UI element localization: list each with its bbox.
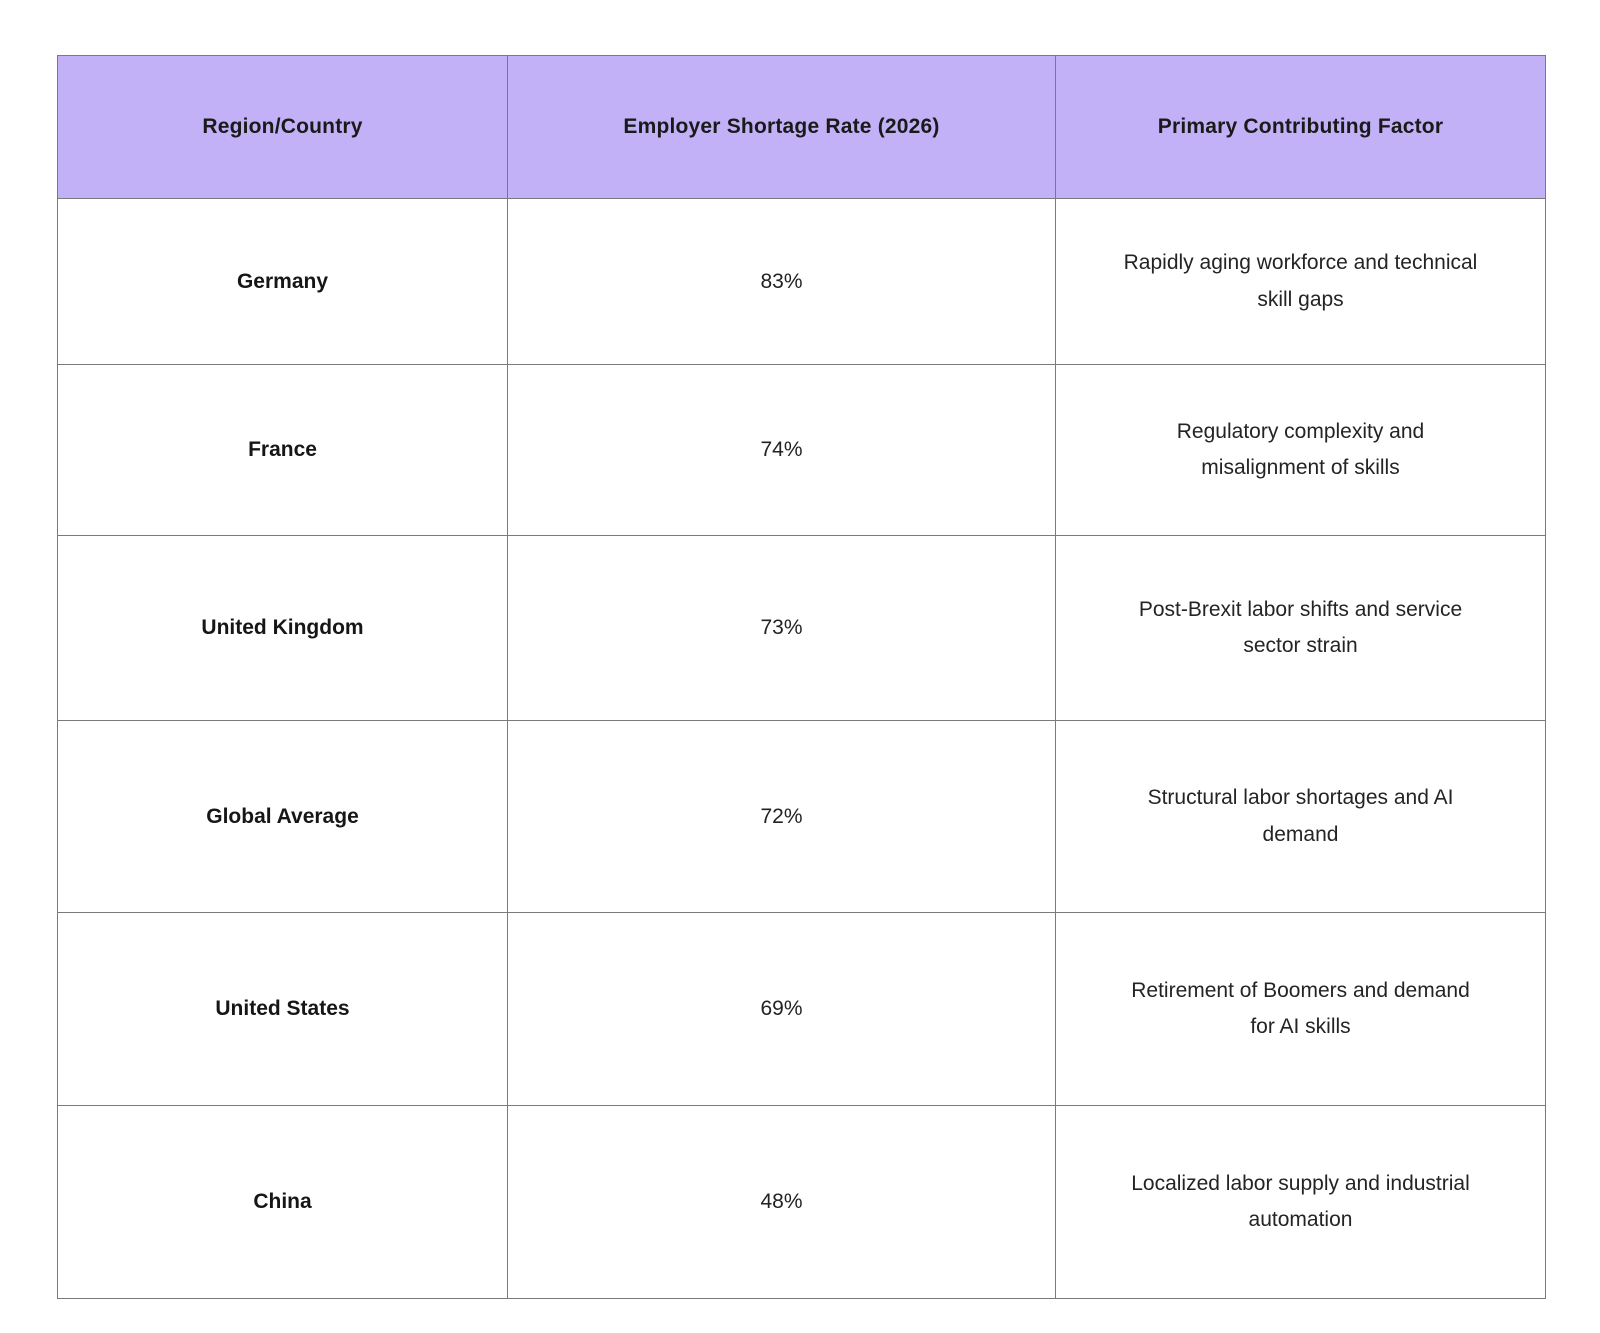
- rate-cell: 74%: [507, 364, 1056, 536]
- column-header-rate: Employer Shortage Rate (2026): [507, 55, 1056, 199]
- factor-cell: Localized labor supply and industrial au…: [1055, 1105, 1546, 1299]
- table-row: Global Average 72% Structural labor shor…: [57, 720, 1546, 913]
- rate-cell: 48%: [507, 1105, 1056, 1299]
- region-cell: United States: [57, 912, 508, 1106]
- table-body: Germany 83% Rapidly aging workforce and …: [57, 198, 1546, 1299]
- column-header-factor: Primary Contributing Factor: [1055, 55, 1546, 199]
- region-cell: Germany: [57, 198, 508, 365]
- table-container: Region/Country Employer Shortage Rate (2…: [57, 55, 1546, 1299]
- factor-cell: Structural labor shortages and AI demand: [1055, 720, 1546, 913]
- region-cell: United Kingdom: [57, 535, 508, 721]
- column-header-region: Region/Country: [57, 55, 508, 199]
- region-cell: Global Average: [57, 720, 508, 913]
- table-row: France 74% Regulatory complexity and mis…: [57, 364, 1546, 536]
- rate-cell: 72%: [507, 720, 1056, 913]
- table-row: United Kingdom 73% Post-Brexit labor shi…: [57, 535, 1546, 721]
- table-row: China 48% Localized labor supply and ind…: [57, 1105, 1546, 1299]
- table-header: Region/Country Employer Shortage Rate (2…: [57, 55, 1546, 199]
- table-row: United States 69% Retirement of Boomers …: [57, 912, 1546, 1106]
- rate-cell: 69%: [507, 912, 1056, 1106]
- region-cell: China: [57, 1105, 508, 1299]
- employer-shortage-table: Region/Country Employer Shortage Rate (2…: [57, 55, 1546, 1299]
- rate-cell: 73%: [507, 535, 1056, 721]
- rate-cell: 83%: [507, 198, 1056, 365]
- factor-cell: Rapidly aging workforce and technical sk…: [1055, 198, 1546, 365]
- header-row: Region/Country Employer Shortage Rate (2…: [57, 55, 1546, 199]
- factor-cell: Post-Brexit labor shifts and service sec…: [1055, 535, 1546, 721]
- factor-cell: Regulatory complexity and misalignment o…: [1055, 364, 1546, 536]
- factor-cell: Retirement of Boomers and demand for AI …: [1055, 912, 1546, 1106]
- table-row: Germany 83% Rapidly aging workforce and …: [57, 198, 1546, 365]
- region-cell: France: [57, 364, 508, 536]
